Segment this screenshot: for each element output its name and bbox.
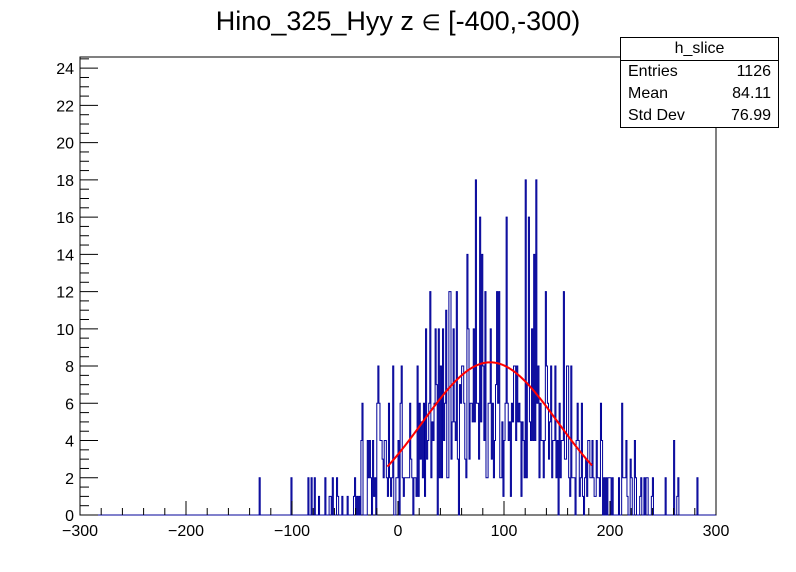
- stats-label: Mean: [628, 85, 669, 102]
- y-tick-label: 2: [65, 471, 74, 488]
- gaussian-fit-line: [386, 361, 593, 468]
- y-tick-label: 22: [56, 98, 74, 115]
- title-range: [-400,-300): [448, 6, 581, 36]
- y-tick-label: 0: [65, 508, 74, 525]
- stats-label: Entries: [628, 63, 678, 80]
- histogram-bars: [80, 179, 716, 516]
- stats-row-stddev: Std Dev 76.99: [621, 105, 778, 127]
- axes: −300 −200 −100 0 100 200 300024681012141618202…: [56, 58, 730, 540]
- y-tick-label: 20: [56, 136, 74, 153]
- x-tick-label: 300: [703, 523, 730, 540]
- stats-value: 84.11: [732, 85, 771, 102]
- chart-title: Hino_325_Hyy z ∈ [-400,-300): [0, 6, 796, 37]
- stats-label: Std Dev: [628, 107, 685, 124]
- stats-row-mean: Mean 84.11: [621, 83, 778, 105]
- x-tick-label: 100: [491, 523, 518, 540]
- x-tick-label: −200: [168, 523, 204, 540]
- stats-title: h_slice: [621, 38, 778, 61]
- x-tick-label: −100: [274, 523, 310, 540]
- x-tick-label: −300: [62, 523, 98, 540]
- title-text: Hino_325_Hyy z: [215, 6, 414, 36]
- y-tick-label: 24: [56, 61, 74, 78]
- y-tick-label: 4: [65, 434, 74, 451]
- y-tick-label: 10: [56, 322, 74, 339]
- x-tick-label: 0: [394, 523, 403, 540]
- y-tick-label: 16: [56, 210, 74, 227]
- fit-curve: [386, 361, 593, 468]
- stats-value: 76.99: [730, 107, 771, 124]
- x-tick-label: 200: [597, 523, 624, 540]
- y-tick-label: 6: [65, 396, 74, 413]
- y-tick-label: 14: [56, 247, 74, 264]
- stats-box: h_slice Entries 1126 Mean 84.11 Std Dev …: [620, 37, 779, 128]
- stats-value: 1126: [736, 63, 771, 80]
- stats-row-entries: Entries 1126: [621, 61, 778, 83]
- histogram-step-line: [80, 179, 716, 516]
- y-tick-label: 18: [56, 173, 74, 190]
- element-of-symbol: ∈: [421, 11, 441, 36]
- y-tick-label: 8: [65, 359, 74, 376]
- y-tick-label: 12: [56, 285, 74, 302]
